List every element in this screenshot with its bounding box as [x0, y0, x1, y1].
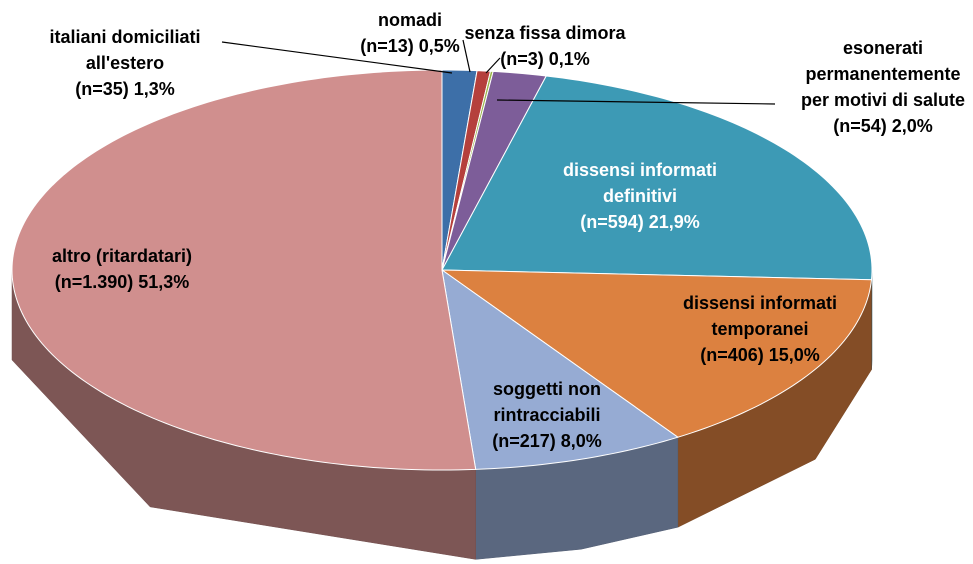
slice-label: senza fissa dimora (n=3) 0,1% [464, 20, 625, 72]
category-label: senza fissa dimora [464, 23, 626, 43]
leader-line [462, 39, 471, 73]
category-label: dissensi informati temporanei [682, 293, 838, 339]
value-label: (n=217) 8,0% [492, 431, 602, 451]
value-label: (n=406) 15,0% [700, 345, 820, 365]
category-label: soggetti non rintracciabili [493, 379, 601, 425]
pie-slice [441, 75, 873, 281]
leader-line [221, 41, 453, 74]
pie-slice [440, 269, 873, 438]
pie-slice [441, 268, 679, 470]
slice-label: italiani domiciliati all'estero (n=35) 1,… [30, 24, 220, 102]
leader-lines [221, 39, 776, 105]
value-label: (n=3) 0,1% [500, 49, 590, 69]
pie-slice [11, 69, 477, 471]
category-label: dissensi informati definitivi [562, 160, 718, 206]
slice-label: soggetti non rintracciabili (n=217) 8,0% [472, 376, 622, 454]
value-label: (n=54) 2,0% [833, 116, 933, 136]
value-label: (n=35) 1,3% [75, 79, 175, 99]
slice-label: nomadi (n=13) 0,5% [360, 7, 460, 59]
value-label: (n=594) 21,9% [580, 212, 700, 232]
slice-label: altro (ritardatari) (n=1.390) 51,3% [52, 243, 192, 295]
value-label: (n=13) 0,5% [360, 36, 460, 56]
category-label: nomadi [377, 10, 443, 30]
slice-label: esonerati permanentemente per motivi di … [798, 35, 968, 139]
pie-tops [11, 69, 873, 471]
leader-line [485, 57, 501, 74]
leader-line [496, 99, 776, 105]
category-label: esonerati permanentemente per motivi di … [800, 38, 966, 110]
category-label: italiani domiciliati all'estero [49, 27, 201, 73]
pie-slice [441, 70, 548, 271]
slice-label: dissensi informati temporanei (n=406) 15,… [665, 290, 855, 368]
category-label: altro (ritardatari) [51, 246, 193, 266]
value-label: (n=1.390) 51,3% [54, 272, 190, 292]
slice-label: dissensi informati definitivi (n=594) 21,… [545, 157, 735, 235]
